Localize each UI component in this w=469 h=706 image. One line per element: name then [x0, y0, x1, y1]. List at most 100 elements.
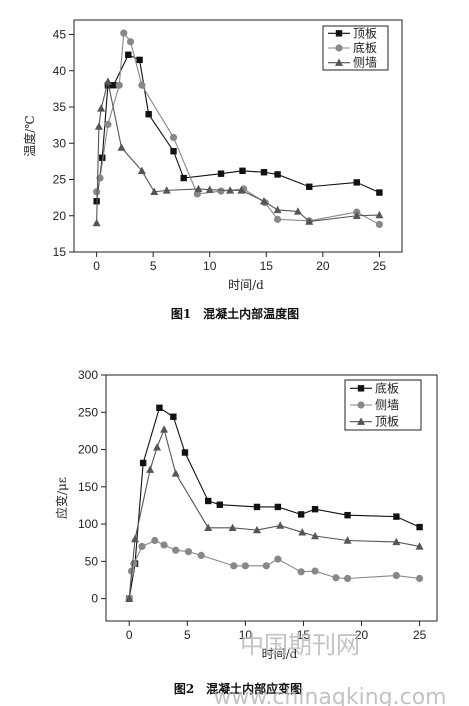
data-point-triangle — [298, 528, 307, 536]
y-tick-label: 35 — [53, 100, 67, 114]
data-point-circle — [138, 81, 146, 89]
data-point-square — [217, 170, 225, 177]
data-point-triangle — [92, 218, 101, 227]
data-point-circle — [126, 38, 135, 46]
legend-label: 侧墙 — [353, 56, 377, 70]
data-point-square — [125, 51, 132, 58]
plot-frame — [73, 19, 403, 253]
strain-caption: 图2 混凝土内部应变图 — [174, 681, 302, 696]
data-point-circle — [375, 220, 383, 229]
data-point-triangle — [150, 187, 159, 196]
data-point-triangle — [415, 542, 424, 550]
y-tick-label: 30 — [53, 136, 67, 150]
y-tick-label: 200 — [78, 443, 98, 457]
data-point-circle — [217, 187, 225, 195]
x-tick-label: 25 — [413, 628, 427, 642]
data-point-triangle — [153, 443, 162, 451]
data-point-circle — [262, 562, 270, 570]
data-point-square — [393, 513, 400, 520]
data-point-square — [216, 501, 224, 508]
data-point-triangle — [273, 205, 282, 214]
data-point-triangle — [392, 537, 401, 546]
data-point-triangle — [237, 186, 246, 194]
data-point-square — [297, 511, 305, 518]
data-point-circle — [343, 574, 352, 583]
data-point-circle — [172, 546, 180, 554]
data-point-circle — [104, 120, 112, 128]
y-tick-label: 250 — [78, 405, 98, 419]
data-point-triangle — [97, 104, 106, 112]
data-point-circle — [193, 190, 201, 198]
data-point-circle — [93, 188, 101, 196]
data-point-triangle — [117, 143, 126, 151]
legend-label: 底板 — [375, 380, 399, 395]
data-point-triangle — [305, 217, 314, 225]
y-axis-label: 应变/με — [54, 477, 69, 519]
y-tick-label: 50 — [85, 554, 99, 568]
data-point-square — [156, 404, 163, 411]
data-point-square — [376, 189, 383, 196]
x-tick-label: 15 — [297, 628, 311, 642]
series-line-circle — [96, 31, 380, 225]
series-line-triangle — [96, 81, 380, 224]
data-point-square — [205, 497, 212, 505]
data-point-triangle — [260, 197, 269, 205]
strain-chart: 0 5 10 15 20 25050100150200250300时间/d应变/με底板侧… — [54, 368, 438, 661]
legend-marker — [357, 417, 365, 425]
data-point-circle — [184, 548, 193, 556]
legend-label: 顶板 — [375, 415, 399, 429]
data-point-square — [180, 174, 187, 182]
data-point-triangle — [352, 211, 361, 219]
data-point-square — [139, 459, 147, 467]
data-point-square — [99, 154, 106, 161]
data-point-square — [136, 56, 143, 64]
data-point-circle — [311, 567, 319, 575]
temperature-caption: 图1 混凝土内部温度图 — [171, 306, 299, 321]
watermark-url: www.chinaqking.com — [213, 685, 446, 706]
data-point-circle — [241, 562, 249, 570]
data-point-circle — [392, 571, 400, 580]
data-point-square — [344, 511, 351, 519]
data-point-circle — [120, 29, 128, 37]
data-point-circle — [115, 81, 123, 89]
legend-label: 顶板 — [353, 26, 377, 40]
data-point-triangle — [226, 186, 235, 194]
x-tick-label: 15 — [260, 259, 274, 273]
y-tick-label: 25 — [53, 173, 67, 187]
x-tick-label: 20 — [355, 628, 369, 642]
data-point-circle — [332, 574, 340, 582]
x-tick-label: 25 — [373, 259, 387, 273]
x-tick-label: 0 — [93, 259, 100, 273]
x-tick-label: 10 — [203, 259, 217, 273]
data-point-square — [110, 82, 117, 89]
legend-marker — [357, 401, 365, 409]
data-point-circle — [230, 562, 238, 570]
data-point-square — [239, 167, 246, 174]
data-point-triangle — [137, 166, 146, 174]
y-tick-label: 150 — [78, 480, 98, 494]
x-axis-label: 时间/d — [262, 647, 298, 661]
data-point-circle — [273, 215, 282, 223]
data-point-triangle — [204, 523, 213, 532]
legend-label: 侧墙 — [375, 398, 399, 412]
data-point-triangle — [311, 531, 320, 540]
y-tick-label: 20 — [53, 209, 67, 223]
legend-marker — [335, 30, 343, 37]
data-point-circle — [415, 574, 424, 583]
legend-marker — [335, 44, 343, 52]
data-point-triangle — [205, 185, 214, 193]
y-tick-label: 40 — [53, 64, 67, 78]
data-point-triangle — [94, 122, 103, 130]
data-point-circle — [274, 555, 282, 563]
data-point-circle — [297, 568, 305, 576]
data-point-square — [416, 523, 423, 531]
data-point-triangle — [194, 184, 203, 193]
x-tick-label: 5 — [184, 628, 191, 642]
data-point-triangle — [162, 186, 171, 194]
data-point-square — [253, 503, 261, 511]
data-point-square — [306, 183, 313, 190]
series-line-square — [128, 406, 420, 599]
series-line-square — [96, 54, 380, 202]
